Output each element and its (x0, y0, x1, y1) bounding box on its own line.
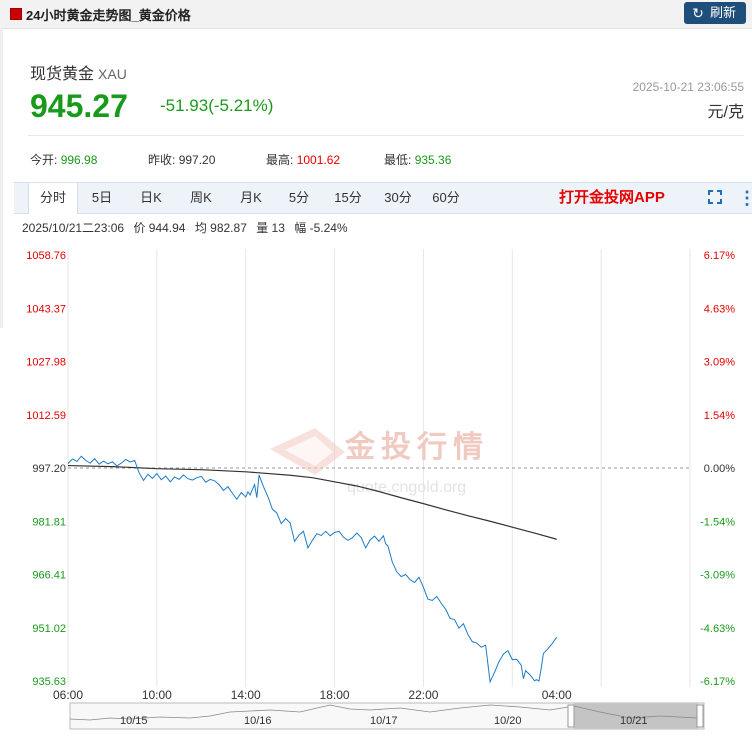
price-change: -51.93(-5.21%) (160, 96, 274, 115)
stat-label: 最低: (384, 153, 412, 167)
navigator-date: 10/20 (494, 715, 522, 727)
watermark: 金投行情 quote.cngold.org (270, 428, 489, 496)
y-tick-label: 935.63 (32, 676, 66, 688)
stat-low: 最低: 935.36 (384, 151, 451, 168)
y-tick-label: 966.41 (32, 570, 66, 582)
tab-15min[interactable]: 15分 (334, 190, 362, 205)
tab-intraday[interactable]: 分时 (28, 183, 78, 214)
cursor-info: 2025/10/21二23:06 价 944.94 均 982.87 量 13 … (22, 219, 354, 236)
navigator-handle-right[interactable] (696, 704, 704, 728)
instrument-name: 现货黄金 XAU (30, 60, 127, 84)
watermark-subtext: quote.cngold.org (347, 479, 466, 496)
pct-tick-label: -3.09% (700, 570, 735, 582)
title-bar: 24小时黄金走势图_黄金价格 ↻ 刷新 (0, 0, 752, 29)
x-tick-label: 14:00 (231, 688, 261, 702)
stat-value: 996.98 (60, 153, 98, 167)
divider (28, 135, 744, 136)
overview-navigator[interactable]: 10/15 10/16 10/17 10/20 10/21 (69, 702, 705, 730)
y-tick-label: 951.02 (32, 623, 66, 635)
left-edge (0, 28, 3, 328)
info-percent: 幅 -5.24% (294, 221, 348, 235)
stat-value: 935.36 (414, 153, 452, 167)
stat-label: 昨收: (148, 153, 176, 167)
stat-prev-close: 昨收: 997.20 (148, 151, 215, 168)
tab-5min[interactable]: 5分 (288, 190, 310, 205)
refresh-button[interactable]: ↻ 刷新 (684, 2, 746, 24)
info-datetime: 2025/10/21二23:06 (22, 221, 125, 235)
more-menu-icon[interactable]: ⋮ (738, 188, 752, 208)
x-tick-label: 06:00 (53, 688, 83, 702)
tab-5day[interactable]: 5日 (91, 190, 113, 205)
open-app-link[interactable]: 打开金投网APP (559, 189, 665, 206)
price-line (67, 455, 558, 684)
navigator-date: 10/17 (370, 715, 398, 727)
tab-weekly-k[interactable]: 周K (190, 190, 212, 205)
stat-value: 997.20 (178, 153, 216, 167)
x-tick-label: 10:00 (142, 688, 172, 702)
y-tick-label: 1012.59 (26, 410, 66, 422)
stat-label: 今开: (30, 153, 58, 167)
y-tick-label: 1027.98 (26, 357, 66, 369)
average-price-line (67, 464, 557, 540)
stat-label: 最高: (266, 153, 294, 167)
info-average: 均 982.87 (194, 221, 247, 235)
x-tick-label: 18:00 (320, 688, 350, 702)
y-tick-label: 997.20 (32, 463, 66, 475)
fullscreen-icon[interactable] (708, 190, 722, 204)
refresh-icon: ↻ (692, 5, 704, 21)
refresh-label: 刷新 (710, 5, 737, 20)
price-unit: 元/克 (707, 104, 744, 121)
tab-30min[interactable]: 30分 (384, 190, 412, 205)
navigator-date: 10/16 (244, 715, 272, 727)
navigator-date: 10/21 (620, 715, 648, 727)
watermark-text: 金投行情 (344, 430, 489, 464)
pct-tick-label: 1.54% (704, 410, 735, 422)
info-price: 价 944.94 (133, 221, 186, 235)
y-tick-label: 981.81 (32, 516, 66, 528)
stat-value: 1001.62 (296, 153, 341, 167)
quote-time: 2025-10-21 23:06:55 (632, 80, 744, 94)
instrument-title: 现货黄金 (30, 66, 95, 83)
stat-open: 今开: 996.98 (30, 151, 97, 168)
pct-tick-label: -6.17% (700, 676, 735, 688)
y-tick-label: 1058.76 (26, 250, 66, 262)
page-title: 24小时黄金走势图_黄金价格 (26, 8, 191, 23)
stat-high: 最高: 1001.62 (266, 151, 340, 168)
info-volume: 量 13 (256, 221, 285, 235)
navigator-date: 10/15 (120, 715, 148, 727)
pct-tick-label: 4.63% (704, 303, 735, 315)
pct-tick-label: 6.17% (704, 250, 735, 262)
page-icon (10, 8, 22, 20)
tab-60min[interactable]: 60分 (432, 190, 460, 205)
x-tick-label: 22:00 (408, 688, 438, 702)
tab-monthly-k[interactable]: 月K (240, 190, 262, 205)
pct-tick-label: 3.09% (704, 357, 735, 369)
price-chart: 金投行情 quote.cngold.org 1058.76 6.17% 1043.3… (26, 249, 735, 730)
pct-tick-label: -4.63% (700, 623, 735, 635)
tab-daily-k[interactable]: 日K (140, 190, 162, 205)
navigator-selection[interactable] (574, 703, 698, 729)
instrument-code: XAU (98, 66, 127, 82)
pct-tick-label: 0.00% (704, 463, 735, 475)
pct-tick-label: -1.54% (700, 516, 735, 528)
y-tick-label: 1043.37 (26, 303, 66, 315)
current-price: 945.27 (30, 88, 128, 124)
period-tabs: 分时 5日 日K 周K 月K 5分 15分 30分 60分 打开金投网APP ⋮ (14, 182, 752, 214)
x-tick-label: 04:00 (542, 688, 572, 702)
navigator-handle-left[interactable] (567, 704, 575, 728)
